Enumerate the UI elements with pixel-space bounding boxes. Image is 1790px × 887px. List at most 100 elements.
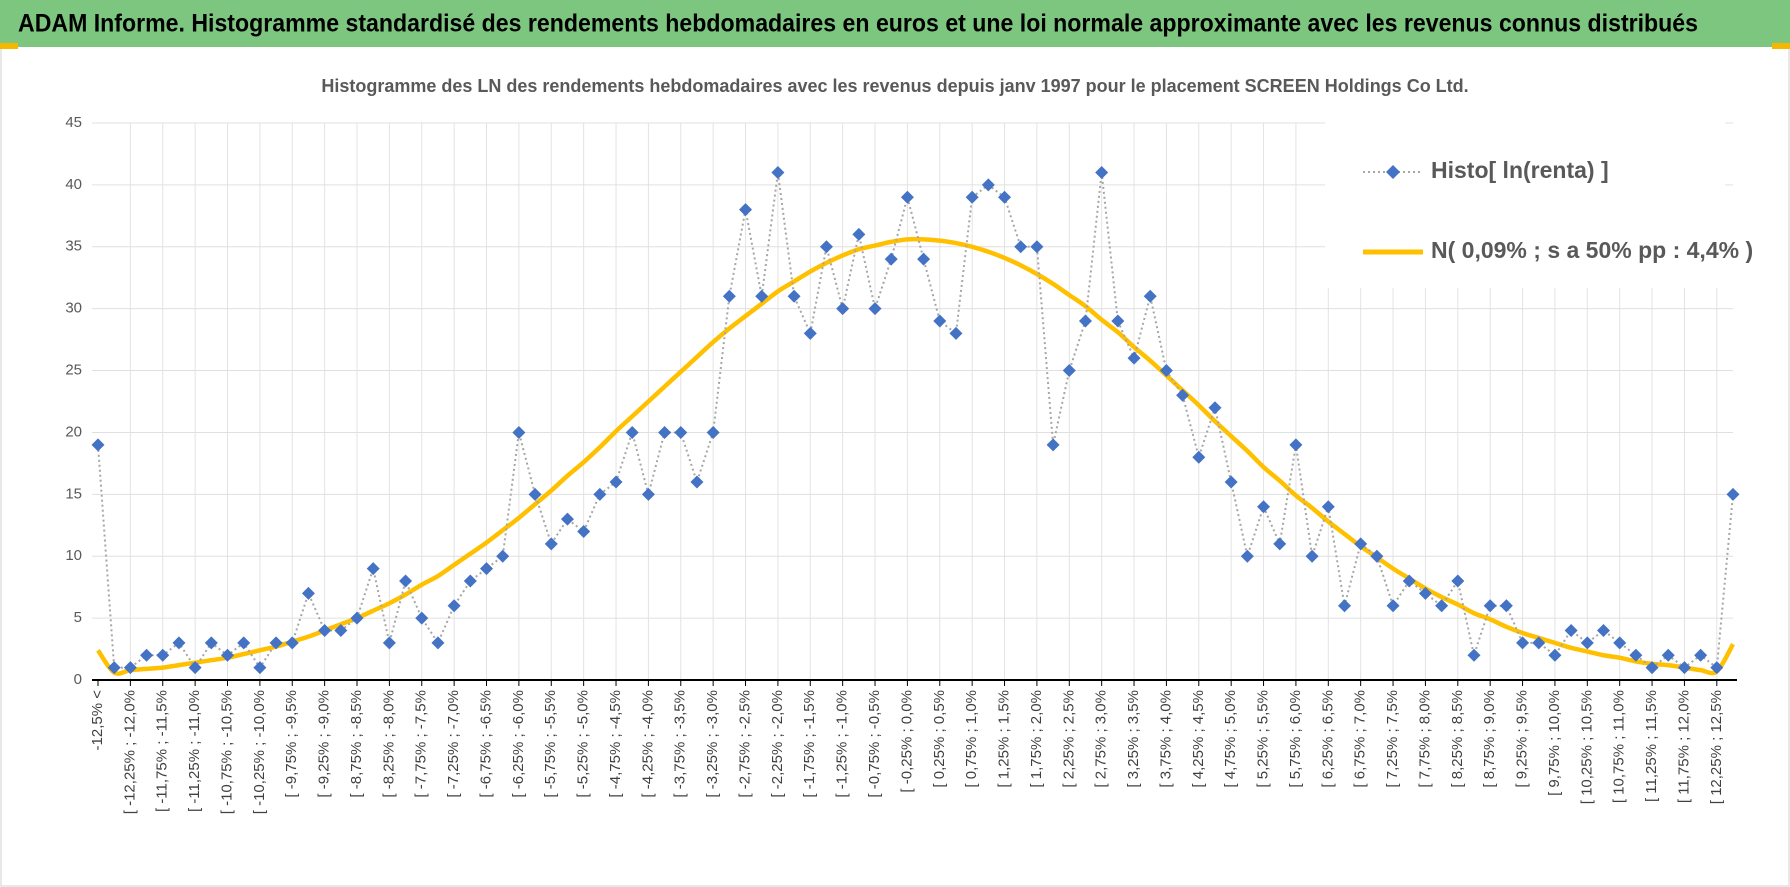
data-point [706,425,720,439]
data-point [334,623,348,637]
data-point [641,487,655,501]
data-point [1402,574,1416,588]
data-point [480,562,494,576]
data-point [1273,537,1287,551]
data-point [868,302,882,316]
y-tick-label: 20 [65,423,82,440]
x-tick-label: [ -1,25% ; -1,0% [834,690,851,798]
data-point [609,475,623,489]
x-tick-label: [ 11,75% ; 12,0% [1675,690,1692,803]
data-point [593,487,607,501]
data-point [884,252,898,266]
x-tick-label: [ -4,25% ; -4,0% [639,690,656,798]
data-point [917,252,931,266]
x-tick-label: [ 12,25% ; 12,5% [1708,690,1725,804]
data-point [1629,648,1643,662]
data-point [1095,166,1109,180]
data-point [1289,438,1303,452]
data-point [123,661,137,675]
accent [0,43,18,49]
data-point [269,636,283,650]
data-point [156,648,170,662]
y-tick-label: 15 [65,485,82,502]
data-point [1645,661,1659,675]
data-point [237,636,251,650]
data-point [803,326,817,340]
x-tick-label: [ -9,75% ; -9,5% [283,690,300,798]
x-tick-label: [ 1,25% ; 1,5% [996,690,1013,788]
data-point [1337,599,1351,613]
data-point [722,289,736,303]
x-tick-label: [ -9,25% ; -9,0% [316,690,333,798]
data-point [1564,623,1578,637]
data-point [739,203,753,217]
x-tick-label: -12,5% < [89,690,106,751]
x-tick-label: [ -4,75% ; -4,5% [607,690,624,798]
x-tick-label: [ -8,75% ; -8,5% [348,690,365,798]
y-tick-label: 25 [65,362,82,379]
x-tick-label: [ -10,75% ; -10,5% [218,690,235,814]
x-tick-label: [ -2,75% ; -2,5% [736,690,753,798]
header-title: ADAM Informe. Histogramme standardisé de… [18,10,1698,38]
data-point [1014,240,1028,254]
series-line [97,172,1734,670]
data-point [1224,475,1238,489]
data-point [1062,364,1076,378]
x-tick-label: [ 4,25% ; 4,5% [1190,690,1207,788]
x-tick-label: [ 3,25% ; 3,5% [1125,690,1142,788]
x-tick-label: [ 8,75% ; 9,0% [1481,690,1498,788]
x-tick-label: [ 6,75% ; 7,0% [1352,690,1369,788]
data-point [382,636,396,650]
data-point [690,475,704,489]
x-tick-label: [ 8,25% ; 8,5% [1449,690,1466,788]
x-tick-label: [ 3,75% ; 4,0% [1157,690,1174,788]
data-point [900,190,914,204]
y-tick-label: 35 [65,238,82,255]
data-point [285,636,299,650]
data-point [1580,636,1594,650]
x-tick-label: [ 6,25% ; 6,5% [1319,690,1336,788]
x-tick-label: [ -3,25% ; -3,0% [704,690,721,798]
data-point [1467,648,1481,662]
x-tick-label: [ 1,75% ; 2,0% [1028,690,1045,788]
x-tick-label: [ 2,75% ; 3,0% [1093,690,1110,788]
y-tick-label: 30 [65,300,82,317]
data-point [1176,388,1190,402]
data-point [1127,351,1141,365]
data-point [496,549,510,563]
data-point [1548,648,1562,662]
legend-marker [1386,165,1400,179]
x-tick-label: [ -3,75% ; -3,5% [672,690,689,798]
data-point [1435,599,1449,613]
x-tick-label: [ -7,75% ; -7,5% [413,690,430,798]
data-point [301,586,315,600]
data-point [399,574,413,588]
data-point [1208,401,1222,415]
x-tick-label: [ 0,75% ; 1,0% [963,690,980,788]
data-point [1370,549,1384,563]
data-point [172,636,186,650]
data-point [1192,450,1206,464]
data-point [463,574,477,588]
data-point [755,289,769,303]
data-point [431,636,445,650]
data-point [140,648,154,662]
data-point [1159,364,1173,378]
data-point [771,166,785,180]
data-point [1726,487,1740,501]
accent [1772,43,1790,49]
data-point [415,611,429,625]
x-tick-label: [ 5,75% ; 6,0% [1287,690,1304,788]
x-tick-label: [ -7,25% ; -7,0% [445,690,462,798]
data-point [1483,599,1497,613]
data-point [787,289,801,303]
x-tick-label: [ -0,25% ; 0,0% [898,690,915,793]
data-point [674,425,688,439]
x-tick-label: [ 11,25% ; 11,5% [1643,690,1660,802]
data-point [998,190,1012,204]
x-tick-label: [ 7,75% ; 8,0% [1416,690,1433,788]
data-point [528,487,542,501]
data-point [965,190,979,204]
